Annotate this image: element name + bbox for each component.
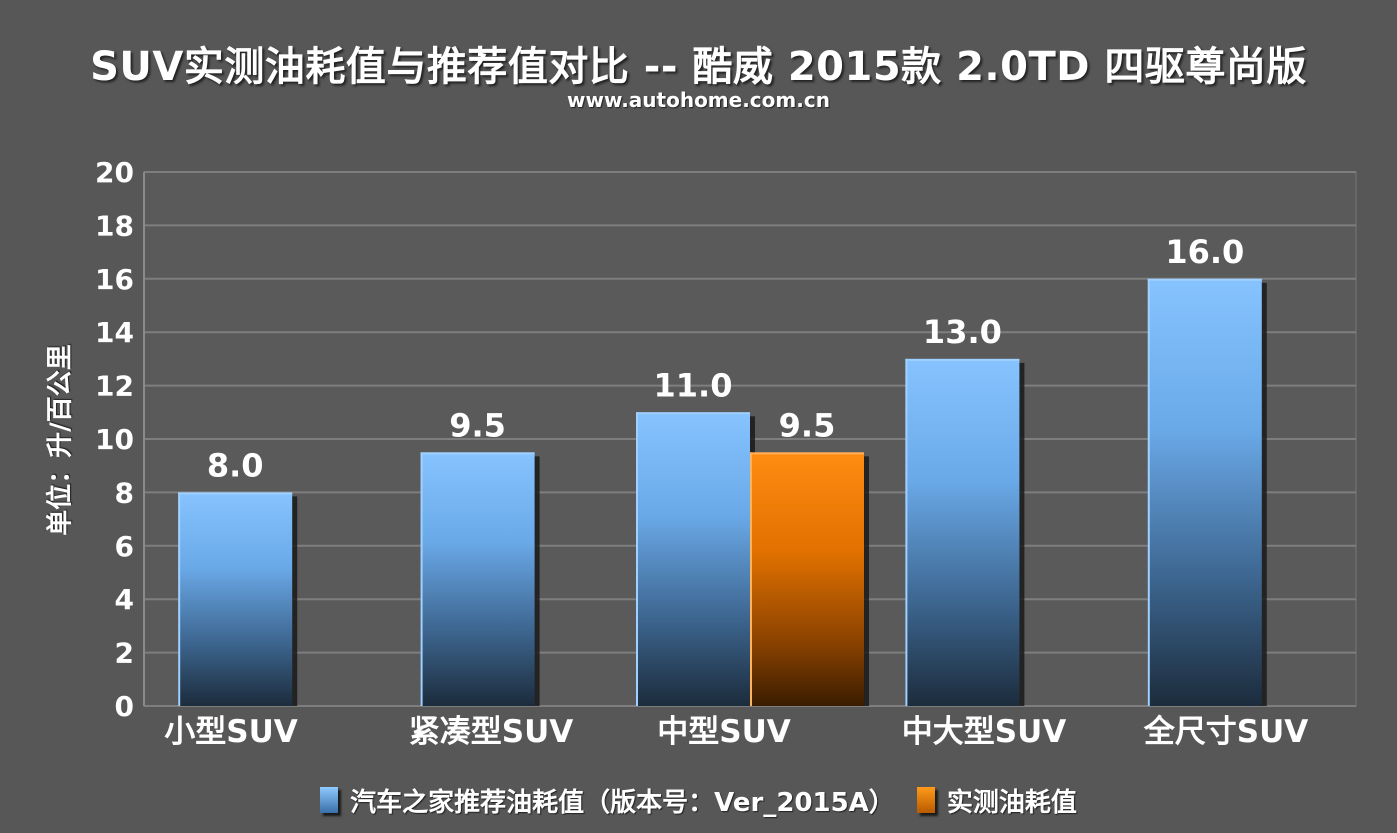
x-tick-label: 中型SUV <box>657 714 791 750</box>
data-label: 9.5 <box>779 406 836 444</box>
bar-recommended <box>905 358 1020 706</box>
y-tick-label: 18 <box>95 209 134 242</box>
x-tick-label: 小型SUV <box>164 714 298 750</box>
y-tick-label: 2 <box>115 637 134 670</box>
legend-item-recommended: 汽车之家推荐油耗值（版本号：Ver_2015A） <box>320 782 895 819</box>
legend-swatch-blue <box>320 787 339 813</box>
legend-label-measured: 实测油耗值 <box>946 787 1077 818</box>
y-tick-label: 6 <box>115 530 134 563</box>
legend: 汽车之家推荐油耗值（版本号：Ver_2015A） 实测油耗值 <box>0 778 1397 822</box>
bar-measured <box>750 452 864 706</box>
legend-item-measured: 实测油耗值 <box>916 782 1077 819</box>
y-tick-label: 10 <box>95 423 134 456</box>
data-label: 16.0 <box>1165 233 1244 271</box>
data-label: 8.0 <box>207 446 264 484</box>
y-tick-label: 16 <box>95 263 134 296</box>
y-tick-label: 4 <box>115 583 134 616</box>
y-tick-label: 20 <box>95 156 134 189</box>
y-tick-label: 8 <box>115 476 134 509</box>
data-label: 11.0 <box>654 366 733 404</box>
y-tick-label: 14 <box>95 316 134 349</box>
chart-title: SUV实测油耗值与推荐值对比 -- 酷威 2015款 2.0TD 四驱尊尚版 <box>90 44 1307 90</box>
chart-subtitle: www.autohome.com.cn <box>567 88 830 112</box>
x-tick-label: 中大型SUV <box>902 714 1067 750</box>
data-label: 13.0 <box>923 313 1002 351</box>
y-tick-label: 0 <box>115 690 134 723</box>
legend-label-recommended: 汽车之家推荐油耗值（版本号：Ver_2015A） <box>350 787 895 818</box>
y-tick-label: 12 <box>95 370 134 403</box>
data-label: 9.5 <box>449 406 506 444</box>
bar-recommended <box>1147 278 1262 706</box>
x-tick-label: 紧凑型SUV <box>409 714 574 750</box>
x-tick-label: 全尺寸SUV <box>1143 714 1309 750</box>
legend-swatch-orange <box>916 787 935 813</box>
bar-recommended <box>178 492 293 706</box>
bar-recommended <box>636 412 750 706</box>
bar-recommended <box>420 452 535 706</box>
